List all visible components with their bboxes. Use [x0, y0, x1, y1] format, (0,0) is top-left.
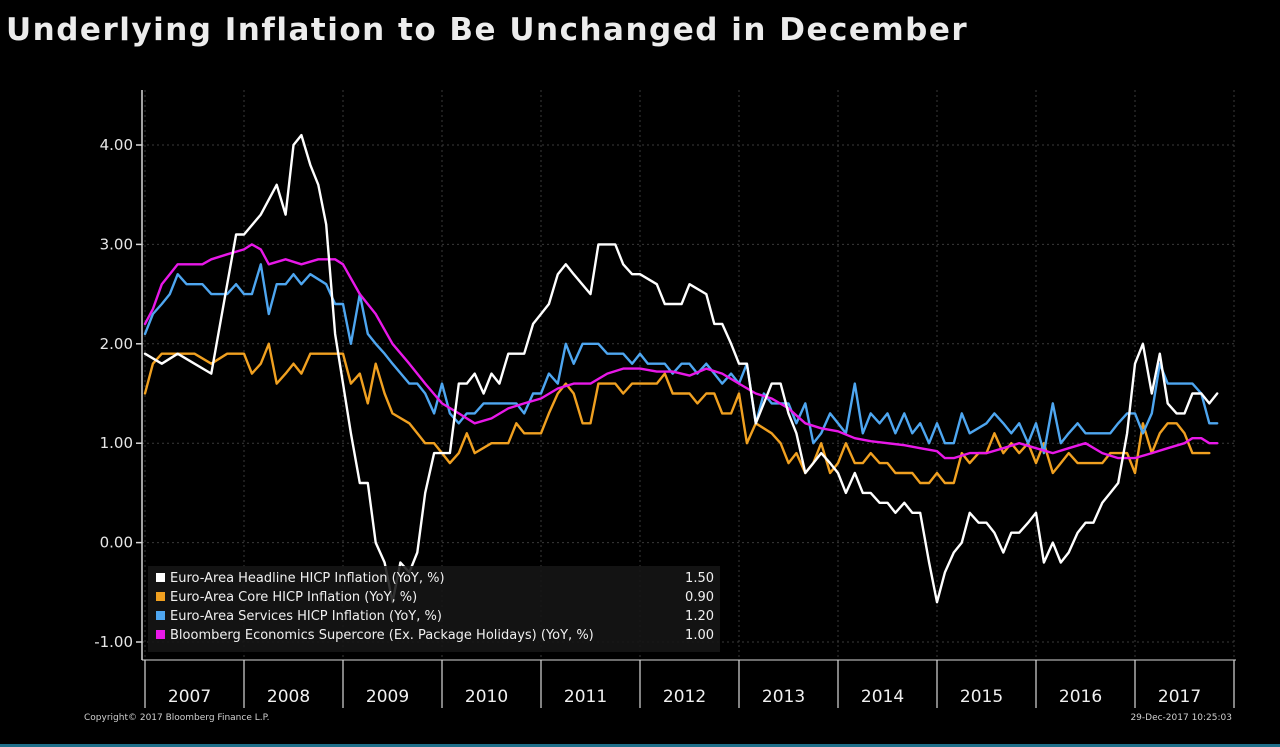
- legend-value: 1.50: [685, 571, 714, 586]
- y-tick-label: 3.00: [100, 235, 133, 253]
- y-tick-label: 2.00: [100, 335, 133, 353]
- legend-label: Euro-Area Services HICP Inflation (YoY, …: [170, 609, 442, 624]
- series-line-3: [143, 243, 1219, 460]
- legend-swatch: [156, 592, 165, 601]
- x-tick-label: 2007: [168, 687, 211, 707]
- y-tick-label: 4.00: [100, 136, 133, 154]
- legend-swatch: [156, 573, 165, 582]
- x-tick-label: 2013: [762, 687, 805, 707]
- series-line-0: [143, 133, 1219, 604]
- legend-value: 1.00: [685, 628, 714, 643]
- x-tick-label: 2016: [1059, 687, 1102, 707]
- x-tick-label: 2014: [861, 687, 904, 707]
- legend-label: Euro-Area Headline HICP Inflation (YoY, …: [170, 571, 445, 586]
- legend-label: Bloomberg Economics Supercore (Ex. Packa…: [170, 628, 594, 643]
- legend-value: 1.20: [685, 609, 714, 624]
- chart-title: Underlying Inflation to Be Unchanged in …: [6, 12, 969, 48]
- x-axis-ticks: 2007 2008 2009 2010 2011 2012 2013 2014 2015 2016…: [168, 687, 1201, 707]
- series-lines: [143, 133, 1219, 604]
- bottom-border: [0, 744, 1280, 747]
- legend-swatch: [156, 611, 165, 620]
- y-axis-ticks: 4.00 3.00 2.00 1.00 0.00 -1.00: [94, 136, 142, 651]
- x-tick-label: 2009: [366, 687, 409, 707]
- y-tick-label: 0.00: [100, 534, 133, 552]
- legend: Euro-Area Headline HICP Inflation (YoY, …: [148, 566, 720, 652]
- x-tick-label: 2015: [960, 687, 1003, 707]
- copyright-text: Copyright© 2017 Bloomberg Finance L.P.: [84, 713, 269, 723]
- legend-background: [148, 566, 720, 652]
- x-tick-label: 2010: [465, 687, 508, 707]
- series-line-2: [143, 263, 1219, 455]
- x-tick-label: 2008: [267, 687, 310, 707]
- x-axis-year-dividers: [144, 660, 1235, 708]
- x-tick-label: 2012: [663, 687, 706, 707]
- x-tick-label: 2011: [564, 687, 607, 707]
- legend-label: Euro-Area Core HICP Inflation (YoY, %): [170, 590, 417, 605]
- timestamp-text: 29-Dec-2017 10:25:03: [1130, 713, 1232, 723]
- y-tick-label: -1.00: [94, 633, 133, 651]
- legend-swatch: [156, 630, 165, 639]
- y-tick-label: 1.00: [100, 434, 133, 452]
- series-line-1: [143, 342, 1211, 485]
- legend-value: 0.90: [685, 590, 714, 605]
- x-tick-label: 2017: [1158, 687, 1201, 707]
